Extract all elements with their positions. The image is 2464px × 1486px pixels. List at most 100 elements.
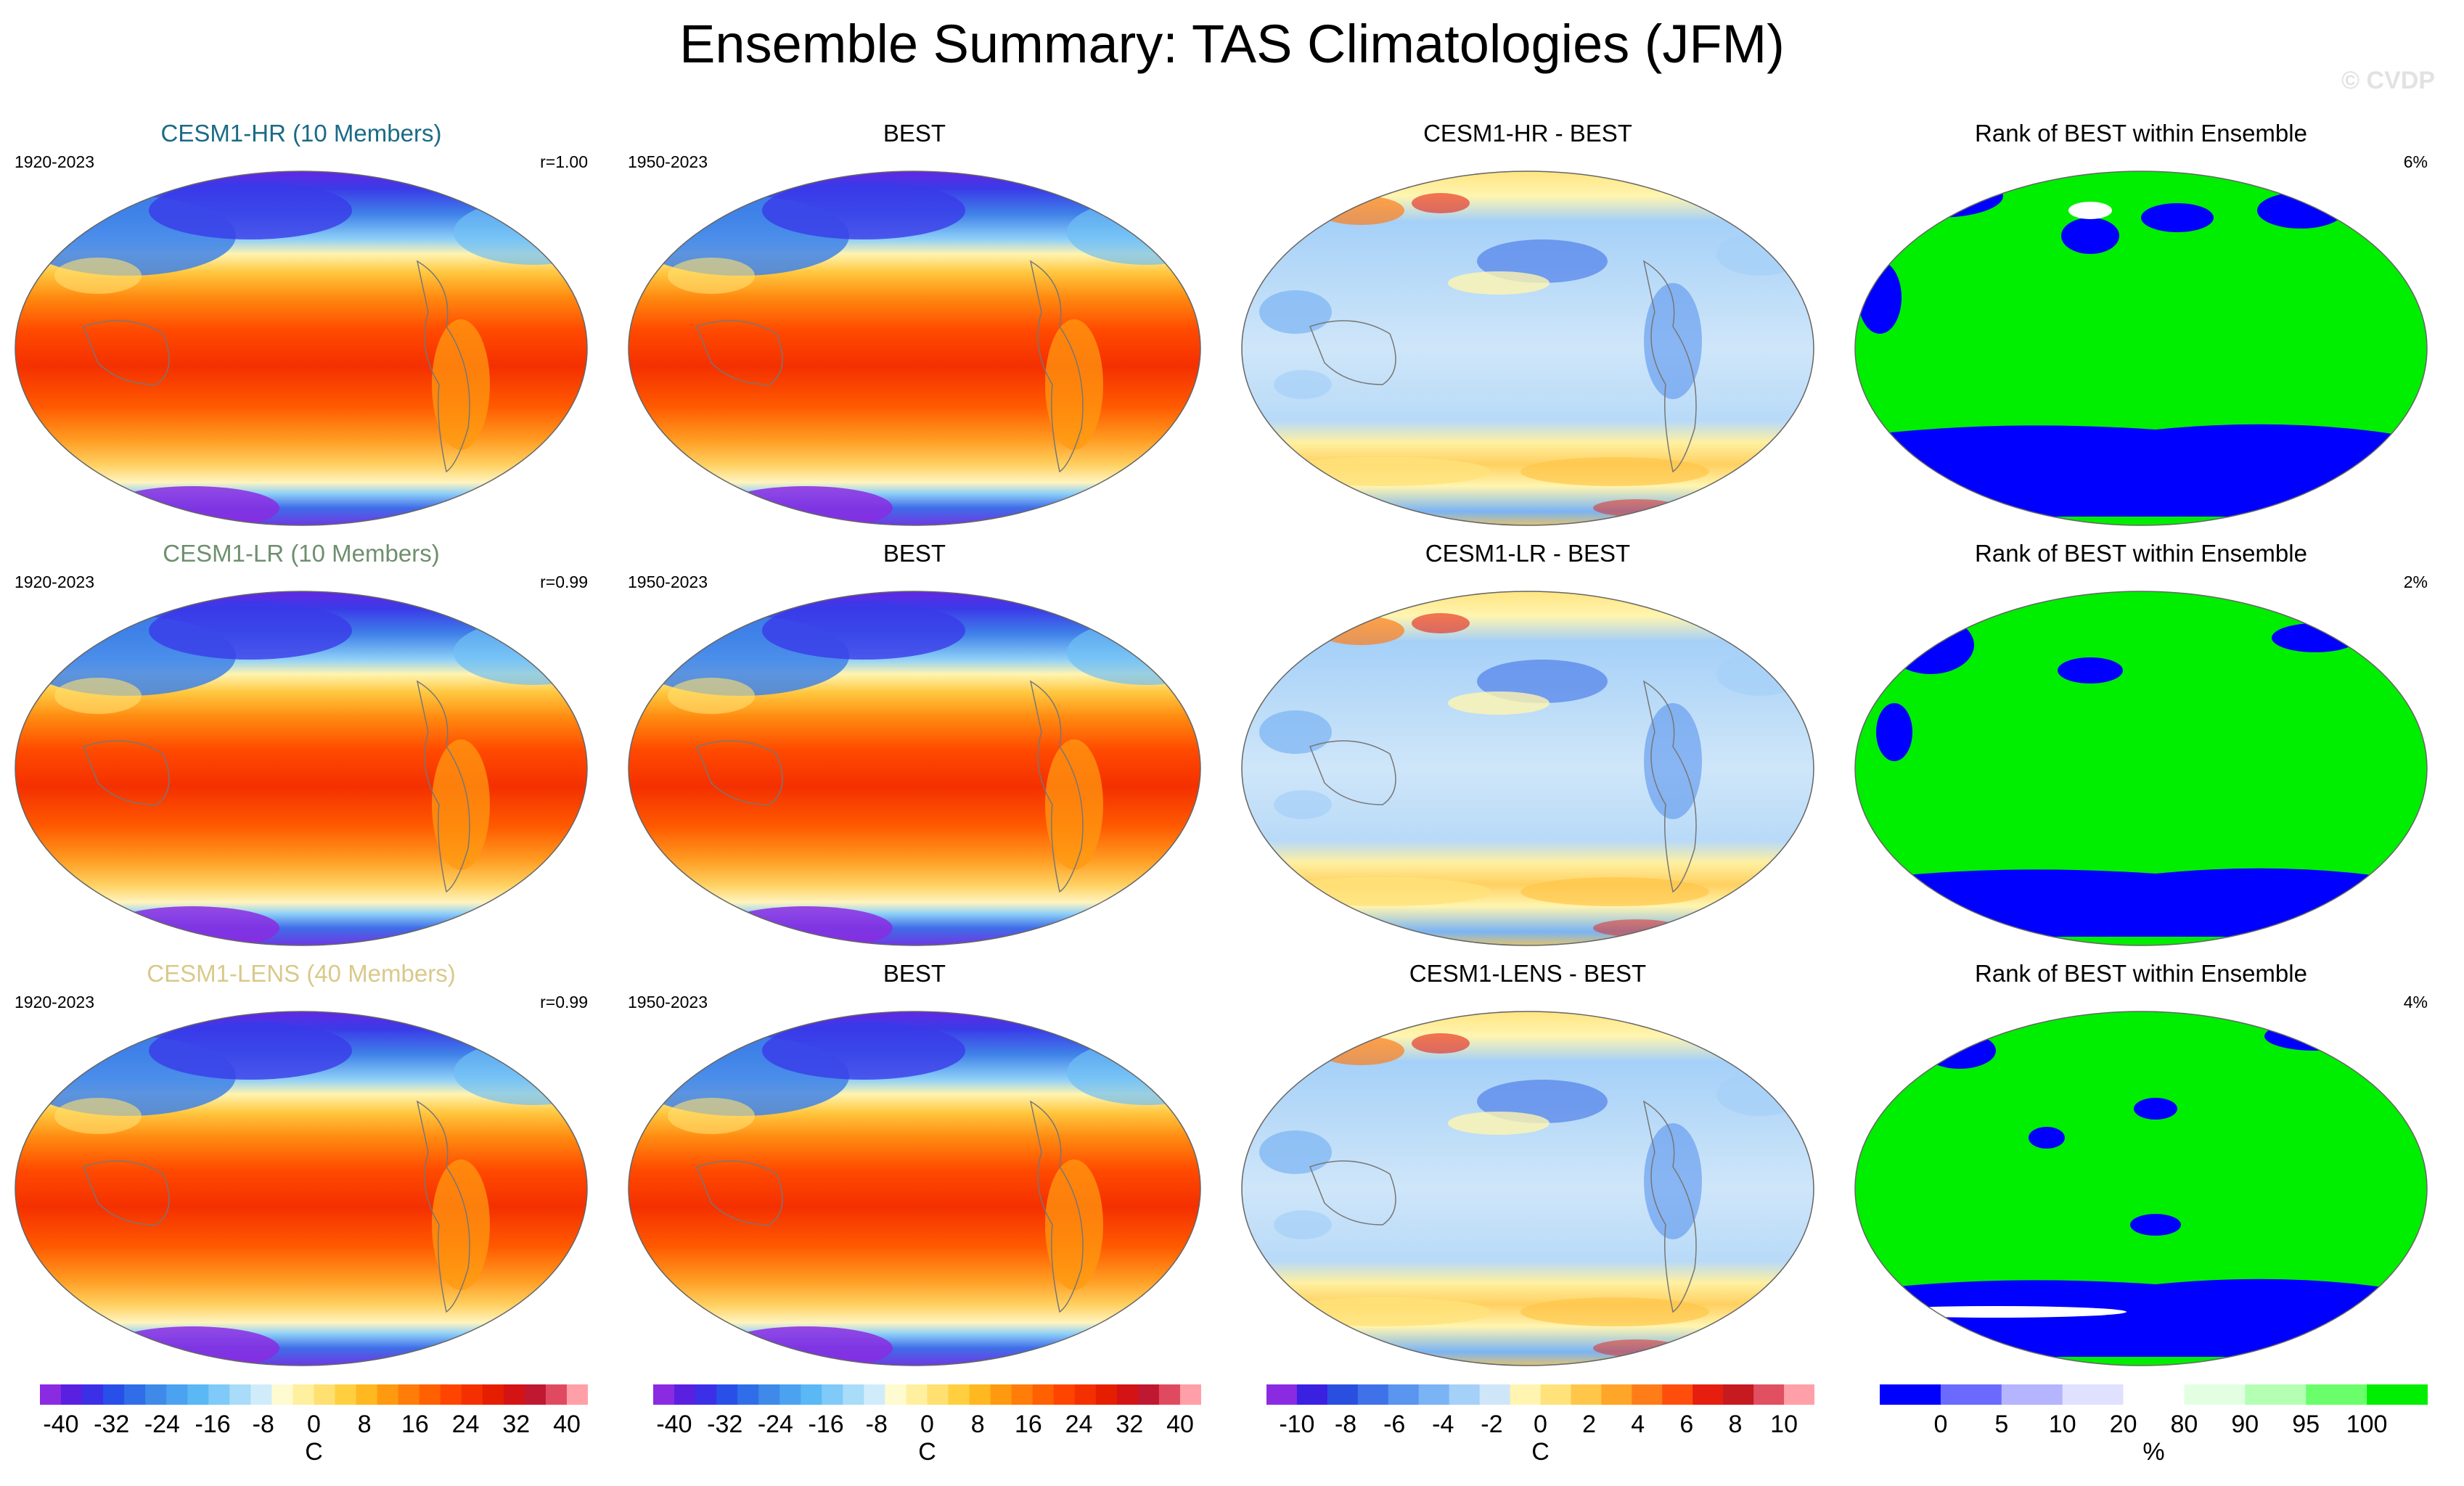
colorbar-swatch: [482, 1384, 504, 1405]
map-panel-rank-3: Rank of BEST within Ensemble 4%: [1840, 960, 2442, 1379]
colorbar-swatch: [822, 1384, 843, 1405]
world-map: [15, 171, 588, 526]
panel-title: Rank of BEST within Ensemble: [1975, 960, 2307, 987]
panel-title: BEST: [883, 960, 946, 987]
map-panel-diff-3: CESM1-LENS - BEST: [1227, 960, 1829, 1379]
colorbar-tick-label: 0: [1933, 1411, 1947, 1438]
colorbar-swatch: [948, 1384, 970, 1405]
colorbar-swatch: [2001, 1384, 2063, 1405]
colorbar-swatch: [166, 1384, 188, 1405]
colorbar-swatch: [377, 1384, 399, 1405]
colorbar-swatch: [674, 1384, 696, 1405]
colorbar-rank: 0 5 10 20 80 90 95 100%: [1880, 1384, 2428, 1475]
map-panel-obs-1: BEST 1950-2023: [613, 120, 1216, 539]
colorbar-swatch: [2184, 1384, 2246, 1405]
world-map: [1241, 171, 1814, 526]
panel-years: 1920-2023: [15, 572, 94, 591]
panel-title: BEST: [883, 540, 946, 567]
colorbar-tick-label: 95: [2292, 1411, 2320, 1438]
colorbar-tick-label: -24: [144, 1411, 180, 1438]
colorbar-swatch: [292, 1384, 314, 1405]
rank-percent: 2%: [2403, 572, 2428, 591]
colorbar-swatch: [801, 1384, 822, 1405]
colorbar-swatch: [653, 1384, 675, 1405]
colorbar-tick-label: 20: [2110, 1411, 2137, 1438]
colorbar-swatch: [779, 1384, 801, 1405]
panel-years: 1950-2023: [628, 152, 708, 171]
panel-years: 1920-2023: [15, 152, 94, 171]
colorbar-swatch: [335, 1384, 357, 1405]
colorbar-swatch: [40, 1384, 62, 1405]
colorbar-swatch: [1011, 1384, 1034, 1405]
colorbar-tick-label: 8: [971, 1411, 985, 1438]
colorbar-tick-label: 0: [307, 1411, 321, 1438]
colorbar-tick-label: -8: [253, 1411, 274, 1438]
colorbar-swatch: [2062, 1384, 2124, 1405]
colorbar-swatch: [1074, 1384, 1097, 1405]
colorbar-swatch: [2306, 1384, 2367, 1405]
colorbar-tick-label: 0: [1534, 1411, 1547, 1438]
colorbar-swatch: [124, 1384, 146, 1405]
colorbar-tick-label: 8: [358, 1411, 372, 1438]
colorbar-swatch: [566, 1384, 588, 1405]
colorbar-swatch: [503, 1384, 525, 1405]
colorbar-swatch: [1784, 1384, 1814, 1405]
world-map: [1854, 171, 2428, 526]
world-map: [628, 591, 1201, 946]
colorbar-tick-label: 6: [1679, 1411, 1693, 1438]
rank-percent: 4%: [2403, 993, 2428, 1011]
colorbar-swatch: [758, 1384, 780, 1405]
colorbar-swatch: [271, 1384, 293, 1405]
colorbar-tas: -40 -32 -24 -16 -8 0 8 16 24 32 40 C: [40, 1384, 588, 1475]
pattern-correlation: r=0.99: [540, 572, 588, 591]
colorbar-tick-label: 40: [553, 1411, 581, 1438]
panel-title: Rank of BEST within Ensemble: [1975, 120, 2307, 147]
colorbar-swatch: [2245, 1384, 2307, 1405]
colorbar-swatch: [82, 1384, 104, 1405]
colorbar-tick-label: -8: [866, 1411, 888, 1438]
colorbar-swatch: [398, 1384, 420, 1405]
colorbar-tick-label: -40: [43, 1411, 78, 1438]
colorbar-swatch: [229, 1384, 251, 1405]
colorbar-swatch: [1296, 1384, 1328, 1405]
colorbar-swatch: [250, 1384, 272, 1405]
colorbar-swatch: [695, 1384, 717, 1405]
colorbar-tick-label: 24: [452, 1411, 480, 1438]
colorbar-tick-label: 40: [1166, 1411, 1194, 1438]
colorbar-swatch: [103, 1384, 125, 1405]
panel-title: Rank of BEST within Ensemble: [1975, 540, 2307, 567]
world-map: [15, 1011, 588, 1366]
colorbar-swatch: [524, 1384, 547, 1405]
colorbar-swatch: [1723, 1384, 1754, 1405]
colorbar-swatch: [1116, 1384, 1139, 1405]
world-map: [15, 591, 588, 946]
map-panel-ensemble-2: CESM1-LR (10 Members) 1920-2023 r=0.99: [0, 540, 602, 959]
colorbar-swatch: [1137, 1384, 1160, 1405]
map-panel-rank-2: Rank of BEST within Ensemble 2%: [1840, 540, 2442, 959]
colorbar-swatch: [208, 1384, 230, 1405]
world-map: [1241, 1011, 1814, 1366]
colorbar-swatch: [1662, 1384, 1693, 1405]
colorbar-tick-label: -10: [1279, 1411, 1314, 1438]
colorbar-swatch: [1880, 1384, 1941, 1405]
colorbar-swatch: [145, 1384, 167, 1405]
colorbar-swatch: [61, 1384, 83, 1405]
panel-title: CESM1-LR - BEST: [1425, 540, 1631, 567]
panel-title: CESM1-HR (10 Members): [160, 120, 442, 147]
colorbar-swatch: [1357, 1384, 1389, 1405]
colorbar-swatch: [1095, 1384, 1118, 1405]
world-map: [628, 1011, 1201, 1366]
colorbar-tick-label: 32: [502, 1411, 530, 1438]
colorbar-swatch: [1601, 1384, 1632, 1405]
world-map: [1241, 591, 1814, 946]
colorbar-swatch: [314, 1384, 336, 1405]
panel-title: CESM1-HR - BEST: [1423, 120, 1632, 147]
colorbar-unit: %: [2142, 1438, 2165, 1466]
rank-percent: 6%: [2403, 152, 2428, 171]
colorbar-swatch: [1540, 1384, 1571, 1405]
colorbar-swatch: [1693, 1384, 1724, 1405]
panel-title: CESM1-LR (10 Members): [163, 540, 440, 567]
panel-years: 1950-2023: [628, 572, 708, 591]
colorbar-swatch: [1266, 1384, 1298, 1405]
colorbar-swatch: [1158, 1384, 1181, 1405]
